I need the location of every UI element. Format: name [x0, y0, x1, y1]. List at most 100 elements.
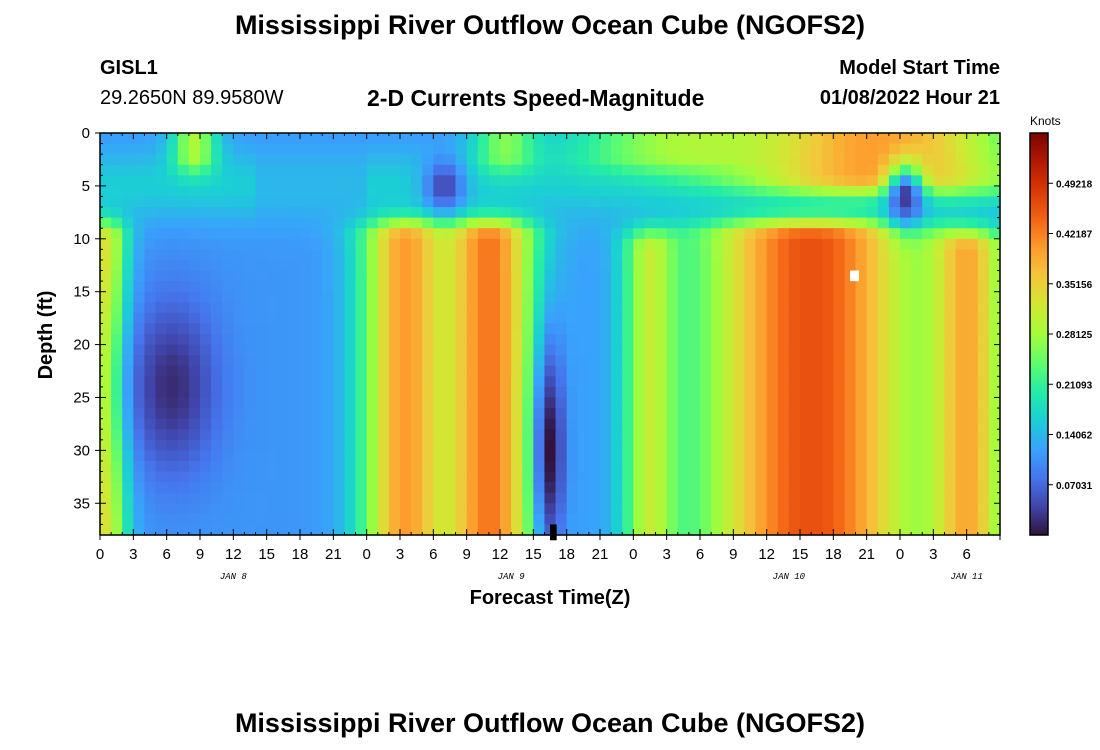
heatmap-cell — [966, 175, 979, 187]
heatmap-cell — [611, 196, 623, 208]
heatmap-cell — [277, 513, 290, 526]
heatmap-cell — [144, 291, 157, 303]
heatmap-cell — [611, 524, 623, 536]
heatmap-cell — [222, 503, 234, 515]
heatmap-cell — [833, 207, 846, 219]
heatmap-cell — [500, 365, 512, 377]
heatmap-cell — [933, 207, 946, 219]
heatmap-cell — [444, 228, 457, 240]
heatmap-cell — [555, 418, 568, 430]
heatmap-cell — [188, 482, 201, 494]
heatmap-cell — [788, 312, 801, 325]
heatmap-cell — [433, 503, 446, 515]
heatmap-cell — [688, 249, 701, 261]
heatmap-cell — [833, 323, 846, 335]
heatmap-cell — [222, 323, 234, 335]
heatmap-cell — [700, 207, 712, 219]
heatmap-cell — [544, 217, 557, 229]
heatmap-cell — [522, 164, 534, 176]
heatmap-cell — [111, 365, 123, 377]
heatmap-cell — [433, 133, 446, 145]
heatmap-cell — [266, 503, 279, 515]
heatmap-cell — [900, 207, 912, 219]
heatmap-cell — [666, 249, 679, 261]
heatmap-cell — [600, 408, 612, 420]
heatmap-cell — [544, 386, 557, 399]
heatmap-cell — [500, 196, 512, 208]
heatmap-cell — [133, 376, 146, 388]
heatmap-cell — [477, 175, 490, 187]
heatmap-cell — [366, 450, 379, 462]
heatmap-cell — [844, 312, 857, 325]
heatmap-cell — [277, 302, 290, 314]
heatmap-cell — [511, 450, 523, 462]
heatmap-cell — [255, 312, 268, 325]
y-tick-label: 15 — [73, 284, 90, 301]
heatmap-cell — [688, 503, 701, 515]
heatmap-cell — [988, 397, 1001, 409]
heatmap-cell — [855, 450, 868, 462]
heatmap-cell — [866, 291, 879, 303]
heatmap-cell — [822, 323, 834, 335]
x-tick-label: 6 — [962, 546, 970, 563]
heatmap-cell — [600, 429, 612, 441]
heatmap-cell — [322, 259, 334, 272]
heatmap-cell — [844, 513, 857, 526]
heatmap-cell — [455, 228, 468, 240]
heatmap-cell — [588, 196, 601, 208]
heatmap-cell — [966, 492, 979, 504]
heatmap-cell — [466, 217, 479, 229]
heatmap-cell — [666, 228, 679, 240]
heatmap-cell — [122, 238, 134, 250]
heatmap-cell — [155, 270, 168, 282]
heatmap-cell — [511, 133, 523, 145]
heatmap-cell — [811, 270, 823, 282]
heatmap-cell — [155, 238, 168, 250]
heatmap-cell — [866, 450, 879, 462]
heatmap-cell — [122, 196, 134, 208]
heatmap-cell — [988, 471, 1001, 483]
heatmap-cell — [888, 312, 901, 325]
heatmap-cell — [133, 429, 146, 441]
heatmap-cell — [566, 450, 579, 462]
heatmap-cell — [122, 365, 134, 377]
heatmap-cell — [588, 185, 601, 198]
heatmap-cell — [111, 185, 123, 198]
heatmap-cell — [344, 196, 357, 208]
heatmap-cell — [933, 323, 946, 335]
heatmap-cell — [922, 154, 934, 166]
heatmap-cell — [655, 281, 668, 293]
heatmap-cell — [288, 207, 301, 219]
heatmap-cell — [288, 376, 301, 388]
heatmap-cell — [222, 418, 234, 430]
heatmap-cell — [455, 185, 468, 198]
heatmap-cell — [855, 312, 868, 325]
heatmap-cell — [466, 164, 479, 176]
heatmap-cell — [322, 334, 334, 346]
heatmap-cell — [800, 482, 812, 494]
heatmap-cell — [388, 429, 401, 441]
heatmap-cell — [288, 482, 301, 494]
heatmap-cell — [677, 471, 690, 483]
heatmap-cell — [600, 460, 612, 473]
heatmap-cell — [666, 418, 679, 430]
heatmap-cell — [700, 259, 712, 272]
heatmap-cell — [433, 334, 446, 346]
heatmap-cell — [144, 143, 157, 155]
heatmap-cell — [888, 291, 901, 303]
heatmap-cell — [322, 439, 334, 451]
heatmap-cell — [466, 259, 479, 272]
heatmap-cell — [255, 133, 268, 145]
heatmap-cell — [166, 344, 179, 356]
heatmap-cell — [188, 397, 201, 409]
heatmap-cell — [400, 228, 412, 240]
heatmap-cell — [911, 513, 923, 526]
heatmap-cell — [877, 196, 890, 208]
heatmap-cell — [100, 344, 112, 356]
heatmap-cell — [833, 133, 846, 145]
heatmap-cell — [955, 513, 968, 526]
heatmap-cell — [922, 334, 934, 346]
heatmap-cell — [366, 524, 379, 536]
page-title: Mississippi River Outflow Ocean Cube (NG… — [234, 10, 866, 40]
heatmap-cell — [277, 471, 290, 483]
